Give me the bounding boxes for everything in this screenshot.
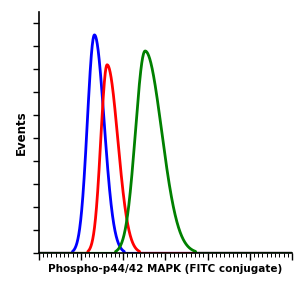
X-axis label: Phospho-p44/42 MAPK (FITC conjugate): Phospho-p44/42 MAPK (FITC conjugate): [48, 264, 283, 274]
Y-axis label: Events: Events: [15, 110, 28, 155]
